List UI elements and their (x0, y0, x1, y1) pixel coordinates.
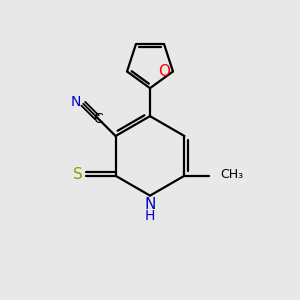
Text: S: S (73, 167, 83, 182)
Text: N: N (144, 197, 156, 212)
Text: N: N (71, 95, 81, 109)
Text: C: C (93, 112, 103, 126)
Text: H: H (145, 209, 155, 223)
Text: CH₃: CH₃ (220, 168, 243, 181)
Text: O: O (158, 64, 170, 79)
